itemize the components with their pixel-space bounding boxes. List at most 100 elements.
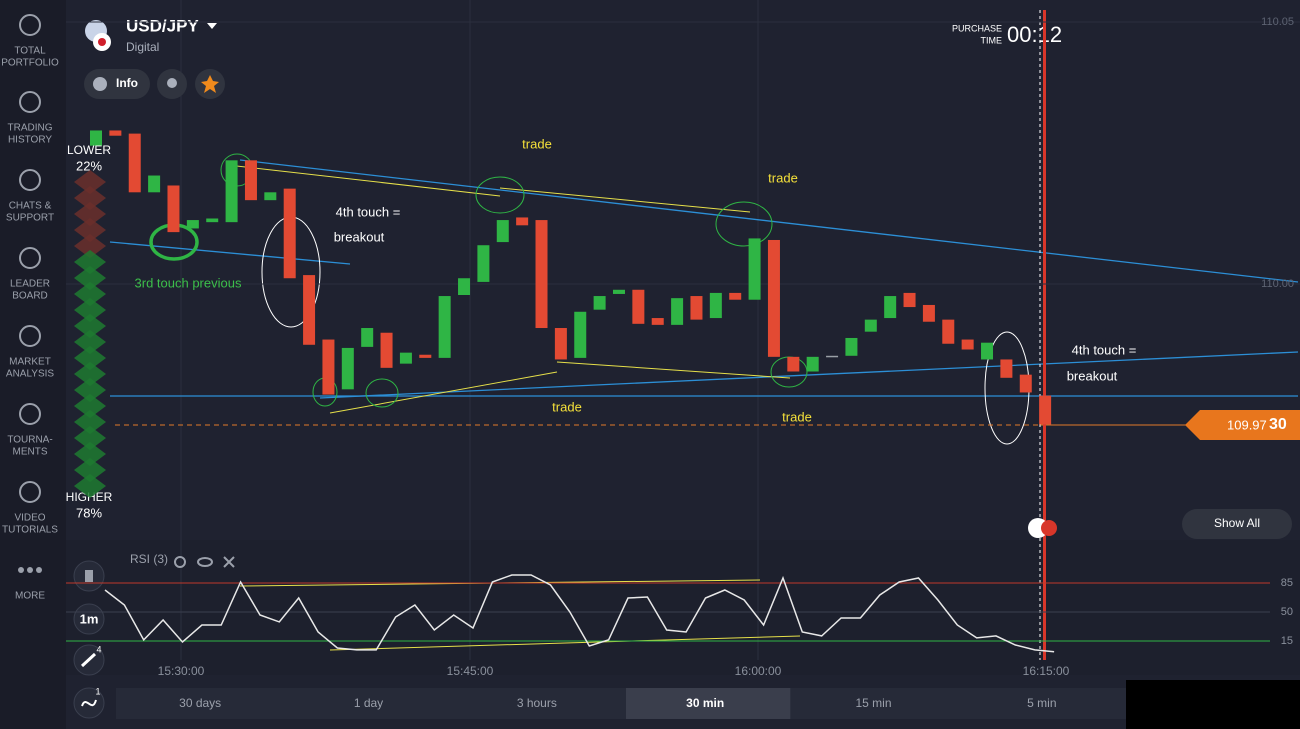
purchase-label: TIME [981, 35, 1003, 45]
candle [845, 337, 858, 356]
black-box [1126, 680, 1300, 729]
annotation: breakout [1067, 368, 1118, 383]
sidebar-label[interactable]: ANALYSIS [6, 369, 54, 380]
info-icon [93, 77, 107, 91]
sidebar-label[interactable]: MORE [15, 591, 45, 602]
sentiment-mark [74, 282, 106, 306]
period[interactable]: 30 min [686, 696, 724, 710]
sentiment-mark [74, 202, 106, 226]
asset[interactable]: USD/JPY [126, 16, 199, 35]
info-label[interactable]: Info [116, 76, 138, 90]
sidebar-label[interactable]: CHATS & [9, 201, 52, 212]
period-active [626, 688, 791, 719]
sidebar-label[interactable]: SUPPORT [6, 213, 54, 224]
candle [826, 355, 839, 358]
candle [496, 220, 509, 243]
sentiment-mark [74, 394, 106, 418]
candle [593, 296, 606, 310]
wave [81, 699, 97, 707]
sidebar-label[interactable]: HISTORY [8, 135, 52, 146]
sidebar-label[interactable]: TOTAL [14, 46, 46, 57]
period[interactable]: 3 hours [517, 696, 557, 710]
sentiment-mark [74, 410, 106, 434]
period[interactable]: 5 min [1027, 696, 1056, 710]
rsi-close[interactable] [223, 556, 235, 568]
sentiment-mark [74, 186, 106, 210]
period[interactable]: 1 day [354, 696, 383, 710]
candle [303, 275, 316, 345]
time-tick: 16:00:00 [735, 664, 782, 678]
period-bar [116, 688, 1126, 719]
sidebar-label[interactable]: PORTFOLIO [1, 58, 59, 69]
show-all-button[interactable] [1182, 509, 1292, 539]
sidebar-label[interactable]: LEADER [10, 279, 50, 290]
annotation: 3rd touch previous [135, 275, 242, 290]
candle [516, 217, 529, 226]
sidebar-icon[interactable] [19, 91, 41, 113]
sentiment-mark [74, 266, 106, 290]
candle [942, 319, 955, 344]
lower-label: LOWER [67, 143, 111, 157]
candle [632, 289, 645, 324]
price-tick: 110.05 [1261, 16, 1294, 28]
candle [109, 130, 122, 136]
price-tick: 110.00 [1261, 278, 1294, 290]
sidebar-icon[interactable] [19, 325, 41, 347]
sentiment-mark [74, 378, 106, 402]
rsi-visibility[interactable] [197, 557, 213, 567]
drawings [109, 10, 1299, 660]
rsi-panel [66, 540, 1300, 675]
candle [361, 328, 374, 347]
info-button[interactable] [84, 69, 150, 99]
rsi-tick: 15 [1281, 635, 1293, 647]
sidebar-label[interactable]: BOARD [12, 291, 48, 302]
sidebar-label[interactable]: TRADING [8, 123, 53, 134]
icon-dot [27, 567, 33, 573]
candle [864, 319, 877, 332]
candle [1019, 374, 1032, 393]
candle [671, 298, 684, 325]
price-area: 110.05 110.00 trade trade trade trade 4th touc… [66, 16, 1300, 424]
purchase-time: 00:12 [1007, 22, 1062, 47]
sidebar-icon[interactable] [19, 481, 41, 503]
rsi-settings[interactable] [174, 556, 186, 568]
period[interactable]: 30 days [179, 696, 221, 710]
candle [690, 296, 703, 320]
sidebar-icon[interactable] [19, 247, 41, 269]
higher-percent: 78% [76, 505, 102, 520]
sidebar-label[interactable]: TOURNA- [7, 435, 52, 446]
sidebar-icon[interactable] [19, 403, 41, 425]
interval[interactable]: 1m [80, 611, 99, 626]
show-all[interactable]: Show All [1214, 516, 1260, 530]
candle [458, 278, 471, 296]
candle [612, 289, 625, 294]
icon-dot [18, 567, 24, 573]
sidebar-icon[interactable] [19, 169, 41, 191]
drawings-badge: 4 [96, 644, 101, 654]
candle [225, 160, 238, 223]
period[interactable]: 15 min [855, 696, 891, 710]
rsi-tick: 50 [1281, 606, 1293, 618]
candle [1000, 359, 1013, 378]
rsi-label: RSI (3) [130, 552, 168, 566]
sidebar-label[interactable]: MENTS [13, 447, 48, 458]
sidebar-label[interactable]: MARKET [9, 357, 51, 368]
sentiment-mark [74, 362, 106, 386]
annotation: 4th touch = [1072, 342, 1137, 357]
grid [180, 0, 759, 660]
annotation: trade [768, 170, 798, 185]
sidebar-label[interactable]: VIDEO [14, 513, 45, 524]
candle [419, 354, 432, 358]
sidebar-icon[interactable] [19, 14, 41, 36]
dropdown[interactable] [207, 23, 217, 29]
lower-percent: 22% [76, 158, 102, 173]
sidebar-label[interactable]: TUTORIALS [2, 525, 58, 536]
annotation: breakout [334, 229, 385, 244]
price-tag [1185, 410, 1300, 440]
sentiment-mark [74, 250, 106, 274]
price-end: 30 [1269, 416, 1287, 433]
candle [767, 239, 780, 357]
candle [283, 188, 296, 279]
annotation: trade [782, 409, 812, 424]
candle [90, 130, 102, 146]
